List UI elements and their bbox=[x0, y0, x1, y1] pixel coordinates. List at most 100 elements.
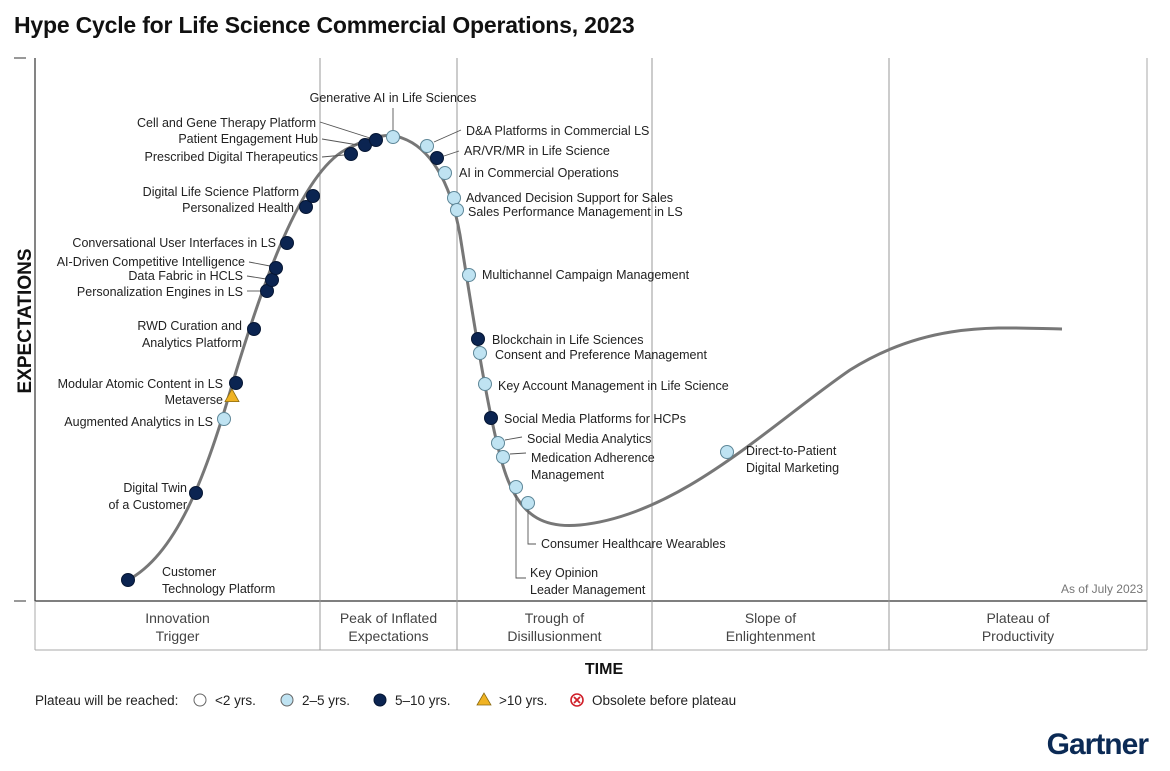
tech-10-label-line1: Conversational User Interfaces in LS bbox=[72, 236, 276, 250]
legend-y5to10-label: 5–10 yrs. bbox=[395, 693, 451, 708]
chart-title: Hype Cycle for Life Science Commercial O… bbox=[14, 12, 635, 38]
tech-14-leader bbox=[321, 138, 359, 146]
tech-18-label: AR/VR/MR in Life Science bbox=[464, 144, 610, 158]
tech-31-label-line2: Digital Marketing bbox=[746, 461, 839, 475]
tech-21-label-line1: Sales Performance Management in LS bbox=[468, 205, 683, 219]
tech-19-label-line1: AI in Commercial Operations bbox=[459, 166, 619, 180]
hype-curve bbox=[127, 134, 1063, 582]
phase-label-innovation-line1: Innovation bbox=[145, 610, 210, 626]
tech-25-label-line1: Key Account Management in Life Science bbox=[498, 379, 729, 393]
tech-8-label: Data Fabric in HCLS bbox=[128, 269, 243, 283]
tech-24-label-line1: Consent and Preference Management bbox=[495, 348, 707, 362]
tech-22-label: Multichannel Campaign Management bbox=[482, 268, 690, 282]
tech-2-marker bbox=[189, 486, 203, 500]
tech-13-marker bbox=[344, 147, 358, 161]
tech-2-label-line2: of a Customer bbox=[108, 498, 187, 512]
tech-6-label: RWD Curation and Analytics Platform bbox=[137, 319, 242, 350]
tech-12-marker bbox=[306, 189, 320, 203]
tech-26-marker bbox=[484, 411, 498, 425]
tech-22-label-line1: Multichannel Campaign Management bbox=[482, 268, 690, 282]
tech-1-label-line1: Customer bbox=[162, 565, 216, 579]
as-of-note: As of July 2023 bbox=[1061, 582, 1143, 596]
tech-7-label: Personalization Engines in LS bbox=[77, 285, 243, 299]
phase-label-trough-line2: Disillusionment bbox=[507, 628, 601, 644]
tech-28-label: Medication Adherence Management bbox=[531, 451, 655, 482]
phase-label-trough-line1: Trough of bbox=[525, 610, 585, 626]
legend-y2to5-label: 2–5 yrs. bbox=[302, 693, 350, 708]
legend-y5to10-marker bbox=[373, 693, 387, 707]
tech-7-label-line1: Personalization Engines in LS bbox=[77, 285, 243, 299]
tech-10-label: Conversational User Interfaces in LS bbox=[72, 236, 276, 250]
tech-20-label: Advanced Decision Support for Sales bbox=[466, 191, 673, 205]
tech-18-marker bbox=[430, 151, 444, 165]
legend-prefix: Plateau will be reached: bbox=[35, 693, 178, 708]
tech-28-label-line1: Medication Adherence bbox=[531, 451, 655, 465]
tech-5-label-line1: Modular Atomic Content in LS bbox=[58, 377, 223, 391]
tech-31-marker bbox=[720, 445, 734, 459]
tech-14-label: Patient Engagement Hub bbox=[178, 132, 318, 146]
tech-26-label-line1: Social Media Platforms for HCPs bbox=[504, 412, 686, 426]
tech-16-label: Generative AI in Life Sciences bbox=[310, 91, 477, 105]
tech-13-leader bbox=[321, 154, 345, 158]
tech-13-label-line1: Prescribed Digital Therapeutics bbox=[145, 150, 318, 164]
tech-30-marker bbox=[521, 496, 535, 510]
tech-26-label: Social Media Platforms for HCPs bbox=[504, 412, 686, 426]
tech-16-marker bbox=[386, 130, 400, 144]
tech-3-label-line1: Augmented Analytics in LS bbox=[64, 415, 213, 429]
tech-29-label: Key Opinion Leader Management bbox=[530, 566, 646, 597]
tech-1-label: Customer Technology Platform bbox=[162, 565, 275, 596]
tech-25-label: Key Account Management in Life Science bbox=[498, 379, 729, 393]
tech-11-label-line1: Personalized Health bbox=[182, 201, 294, 215]
tech-25-marker bbox=[478, 377, 492, 391]
phase-label-peak-line2: Expectations bbox=[348, 628, 428, 644]
tech-6-label-line2: Analytics Platform bbox=[142, 336, 242, 350]
phase-label-slope-line2: Enlightenment bbox=[726, 628, 816, 644]
tech-4-marker bbox=[224, 388, 240, 403]
tech-31-label: Direct-to-Patient Digital Marketing bbox=[746, 444, 839, 475]
tech-3-label: Augmented Analytics in LS bbox=[64, 415, 213, 429]
tech-29-marker bbox=[509, 480, 523, 494]
tech-20-label-line1: Advanced Decision Support for Sales bbox=[466, 191, 673, 205]
tech-18-label-line1: AR/VR/MR in Life Science bbox=[464, 144, 610, 158]
tech-17-leader bbox=[433, 129, 462, 143]
tech-24-marker bbox=[473, 346, 487, 360]
tech-27-marker bbox=[491, 436, 505, 450]
phase-label-slope-line1: Slope of bbox=[745, 610, 796, 626]
tech-30-label: Consumer Healthcare Wearables bbox=[541, 537, 726, 551]
tech-30-label-line1: Consumer Healthcare Wearables bbox=[541, 537, 726, 551]
tech-19-label: AI in Commercial Operations bbox=[459, 166, 619, 180]
tech-5-label: Modular Atomic Content in LS bbox=[58, 377, 223, 391]
x-axis-label: TIME bbox=[585, 661, 624, 678]
tech-12-label: Digital Life Science Platform bbox=[143, 185, 299, 199]
legend-gt10-marker bbox=[476, 692, 492, 706]
tech-27-leader bbox=[504, 436, 523, 441]
y-axis-label: EXPECTATIONS bbox=[15, 249, 36, 394]
tech-8-marker bbox=[265, 273, 279, 287]
tech-27-label: Social Media Analytics bbox=[527, 432, 651, 446]
tech-23-label-line1: Blockchain in Life Sciences bbox=[492, 333, 643, 347]
tech-21-marker bbox=[450, 203, 464, 217]
tech-2-label: Digital Twin of a Customer bbox=[108, 481, 187, 512]
tech-15-marker bbox=[369, 133, 383, 147]
legend-lt2-label: <2 yrs. bbox=[215, 693, 256, 708]
tech-9-label-line1: AI-Driven Competitive Intelligence bbox=[57, 255, 245, 269]
tech-17-marker bbox=[420, 139, 434, 153]
tech-1-label-line2: Technology Platform bbox=[162, 582, 275, 596]
tech-11-label: Personalized Health bbox=[182, 201, 294, 215]
legend-lt2-marker bbox=[193, 693, 207, 707]
tech-4-label: Metaverse bbox=[165, 393, 223, 407]
tech-29-label-line2: Leader Management bbox=[530, 583, 646, 597]
tech-9-marker bbox=[269, 261, 283, 275]
tech-1-marker bbox=[121, 573, 135, 587]
tech-4-label-line1: Metaverse bbox=[165, 393, 223, 407]
tech-28-leader bbox=[509, 452, 527, 455]
tech-15-label: Cell and Gene Therapy Platform bbox=[137, 116, 316, 130]
legend-gt10-label: >10 yrs. bbox=[499, 693, 547, 708]
legend-y2to5-marker bbox=[280, 693, 294, 707]
tech-8-leader bbox=[246, 275, 267, 280]
legend-obsolete-label: Obsolete before plateau bbox=[592, 693, 736, 708]
tech-29-label-line1: Key Opinion bbox=[530, 566, 598, 580]
tech-6-label-line1: RWD Curation and bbox=[137, 319, 242, 333]
tech-6-marker bbox=[247, 322, 261, 336]
